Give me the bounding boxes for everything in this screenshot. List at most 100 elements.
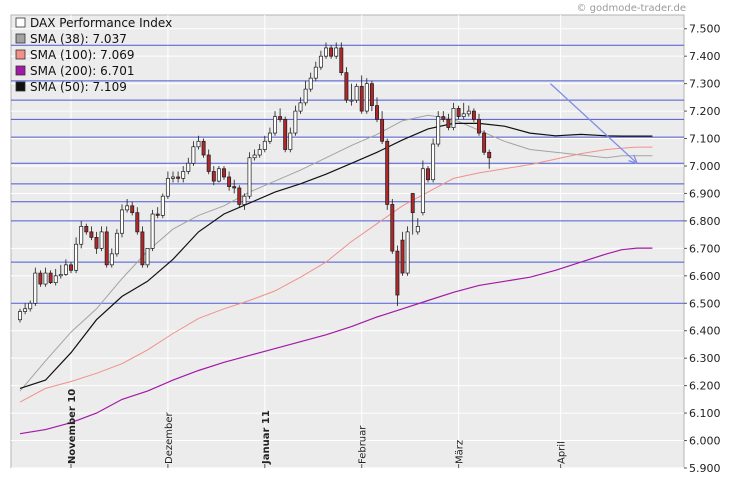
candle-body <box>232 186 237 189</box>
y-tick-label: 5.900 <box>689 462 721 475</box>
candle-body <box>329 47 334 57</box>
candle-body <box>206 154 211 172</box>
candle-body <box>74 243 79 271</box>
candle-body <box>237 187 242 205</box>
legend-swatch <box>15 33 26 44</box>
candle-body <box>420 168 425 214</box>
candle-body <box>431 143 436 181</box>
sma-line-38 <box>19 114 653 392</box>
candle-body <box>262 140 267 150</box>
candle-body <box>109 253 114 266</box>
candle-body <box>176 176 181 179</box>
candle-body <box>400 239 405 274</box>
candle-body <box>283 118 288 150</box>
candles <box>18 42 492 323</box>
candle-body <box>471 110 476 120</box>
candle-body <box>293 110 298 134</box>
y-tick-label: 7.300 <box>689 78 721 91</box>
candle-body <box>308 77 313 90</box>
y-tick-label: 7.200 <box>689 105 721 118</box>
candle-body <box>313 66 318 79</box>
x-tick-label: Februar <box>358 425 369 464</box>
candle-body <box>155 213 160 216</box>
candle-body <box>405 231 410 274</box>
y-axis-ticks: 5.900 6.000 6.100 6.200 6.300 6.400 6.500 6.600… <box>684 23 721 475</box>
trendline-line <box>549 83 638 164</box>
candle-body <box>58 274 63 277</box>
sma-line-200 <box>19 247 653 435</box>
x-tick-label: Dezember <box>164 412 175 464</box>
candle-body <box>130 205 135 214</box>
candle-body <box>145 248 150 266</box>
candle-body <box>89 231 94 238</box>
legend-entry: DAX Performance Index <box>30 16 172 30</box>
candle-body <box>191 146 196 164</box>
candle-body <box>63 264 68 275</box>
candle-body <box>252 154 257 159</box>
candle-body <box>160 195 165 216</box>
legend-swatch <box>15 49 26 60</box>
candle-body <box>171 176 175 179</box>
sma-line-50 <box>19 122 653 389</box>
candle-body <box>390 204 395 252</box>
candle-body <box>196 140 201 148</box>
candle-body <box>324 47 328 57</box>
x-tick-label: März <box>455 440 466 464</box>
candle-body <box>247 157 252 197</box>
candle-body <box>482 132 487 153</box>
sma-lines <box>19 114 653 435</box>
candle-body <box>38 272 43 285</box>
candle-body <box>344 72 349 101</box>
candle-body <box>354 86 359 101</box>
candle-body <box>451 107 456 128</box>
trendline <box>549 83 639 165</box>
candle-body <box>84 226 89 233</box>
y-tick-label: 6.800 <box>689 215 721 228</box>
y-tick-label: 7.100 <box>689 133 721 146</box>
candle-body <box>369 83 374 106</box>
legend-entry: SMA (100): 7.069 <box>30 48 134 62</box>
candle-body <box>165 178 170 197</box>
candle-body <box>267 132 272 142</box>
legend-swatch <box>15 17 26 28</box>
y-tick-label: 6.100 <box>689 407 721 420</box>
candle-body <box>426 168 430 181</box>
legend-entry: SMA (38): 7.037 <box>30 32 127 46</box>
candle-body <box>227 176 232 187</box>
candle-body <box>222 168 226 178</box>
y-tick-label: 6.000 <box>689 435 721 448</box>
legend-entry: SMA (50): 7.109 <box>30 80 127 94</box>
x-tick-label: Januar 11 <box>261 410 272 465</box>
candle-body <box>94 237 99 249</box>
candle-body <box>395 250 400 296</box>
candle-body <box>446 118 451 128</box>
candle-body <box>43 272 48 285</box>
x-tick-label: April <box>557 441 568 464</box>
candle-body <box>339 47 344 74</box>
legend: DAX Performance Index SMA (38): 7.037 SMA … <box>15 16 172 94</box>
candle-body <box>334 47 339 57</box>
candle-body <box>288 132 293 150</box>
candle-body <box>242 195 247 205</box>
candle-body <box>441 116 446 120</box>
y-tick-label: 6.400 <box>689 325 721 338</box>
candle-body <box>150 213 155 249</box>
legend-swatch <box>15 65 26 76</box>
candle-body <box>48 272 53 284</box>
y-tick-label: 6.900 <box>689 187 721 200</box>
candle-body <box>120 209 124 234</box>
candle-body <box>216 168 221 182</box>
candle-body <box>99 231 104 249</box>
candle-body <box>318 55 323 68</box>
candle-body <box>69 264 73 271</box>
candle-body <box>303 88 308 104</box>
candle-body <box>79 226 84 245</box>
candle-body <box>257 149 262 156</box>
trendline-arrowhead <box>628 154 639 165</box>
candle-body <box>23 308 28 312</box>
candle-body <box>278 116 283 120</box>
candle-body <box>211 171 216 182</box>
candle-body <box>18 311 22 321</box>
